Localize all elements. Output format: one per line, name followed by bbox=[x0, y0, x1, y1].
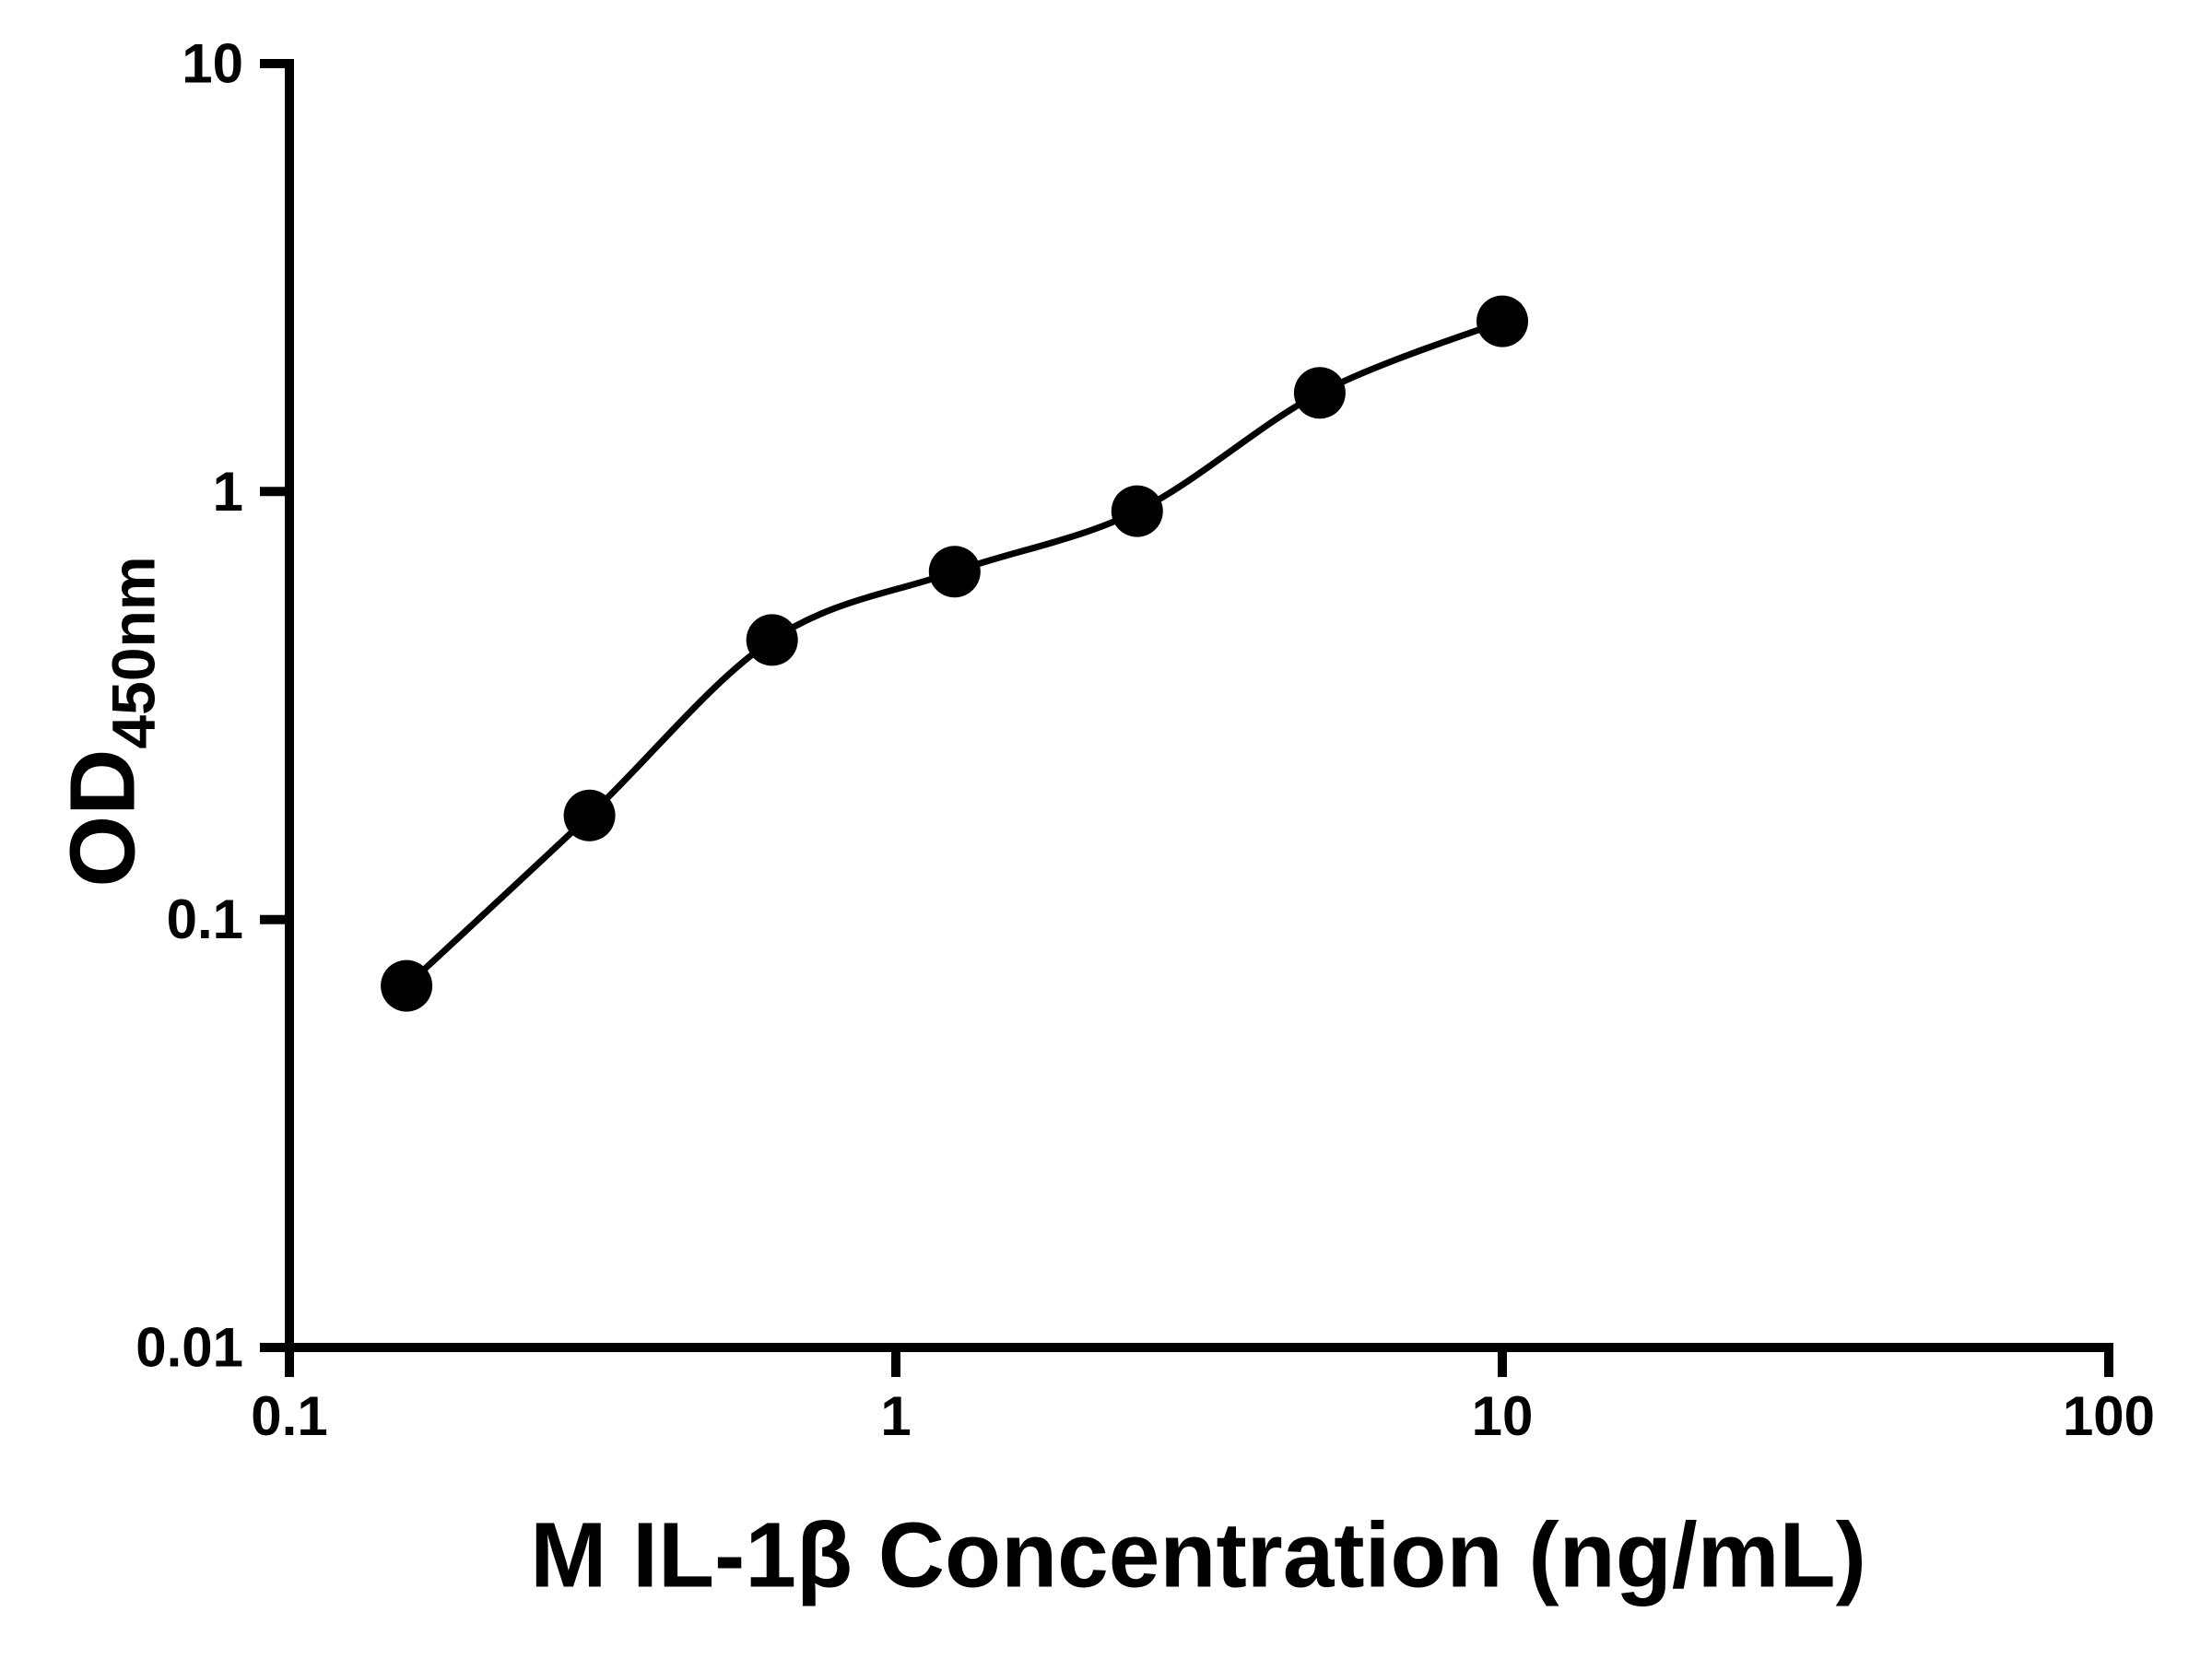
x-tick-label: 10 bbox=[1472, 1385, 1534, 1447]
axis-lines bbox=[285, 59, 2113, 1352]
data-point bbox=[928, 546, 981, 598]
x-axis-label: M IL-1β Concentration (ng/mL) bbox=[530, 1503, 1866, 1607]
data-point bbox=[1477, 295, 1528, 347]
data-point bbox=[1293, 367, 1346, 419]
fit-curve bbox=[404, 318, 1504, 989]
y-axis-label: OD450nm bbox=[51, 556, 168, 888]
y-tick-label: 10 bbox=[182, 33, 243, 95]
y-tick-label: 0.01 bbox=[135, 1317, 243, 1379]
data-point bbox=[746, 614, 798, 666]
x-tick-label: 100 bbox=[2063, 1385, 2155, 1447]
y-tick-label: 1 bbox=[213, 461, 243, 523]
x-tick-label: 1 bbox=[880, 1385, 911, 1447]
y-axis-label-main: OD bbox=[51, 748, 155, 888]
data-point bbox=[381, 959, 433, 1012]
y-tick-label: 0.1 bbox=[167, 888, 243, 950]
data-point bbox=[563, 789, 616, 841]
data-point bbox=[1111, 485, 1163, 537]
x-tick-label: 0.1 bbox=[251, 1385, 327, 1447]
data-points bbox=[381, 295, 1528, 1012]
y-axis-label-subscript: 450nm bbox=[99, 556, 168, 749]
